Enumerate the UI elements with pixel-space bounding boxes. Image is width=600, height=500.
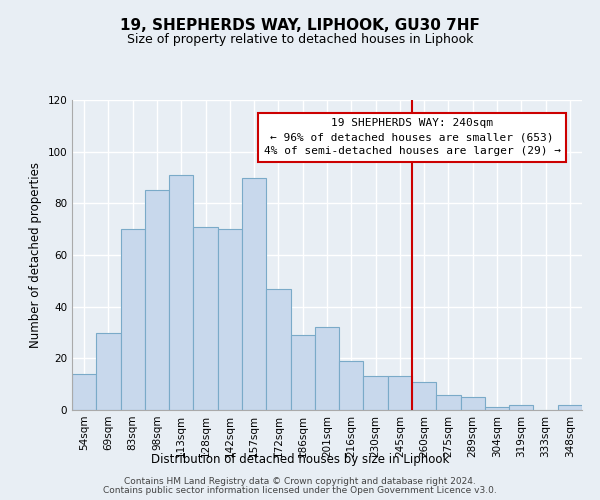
Bar bbox=[145, 190, 169, 410]
Bar bbox=[315, 328, 339, 410]
Bar bbox=[72, 374, 96, 410]
Bar bbox=[509, 405, 533, 410]
Text: 19 SHEPHERDS WAY: 240sqm
← 96% of detached houses are smaller (653)
4% of semi-d: 19 SHEPHERDS WAY: 240sqm ← 96% of detach… bbox=[263, 118, 560, 156]
Y-axis label: Number of detached properties: Number of detached properties bbox=[29, 162, 42, 348]
Text: Contains public sector information licensed under the Open Government Licence v3: Contains public sector information licen… bbox=[103, 486, 497, 495]
Bar bbox=[558, 405, 582, 410]
Text: Distribution of detached houses by size in Liphook: Distribution of detached houses by size … bbox=[151, 452, 449, 466]
Bar bbox=[121, 229, 145, 410]
Bar bbox=[242, 178, 266, 410]
Bar bbox=[339, 361, 364, 410]
Bar bbox=[169, 175, 193, 410]
Bar bbox=[193, 226, 218, 410]
Bar bbox=[485, 408, 509, 410]
Bar bbox=[96, 332, 121, 410]
Bar bbox=[364, 376, 388, 410]
Bar bbox=[388, 376, 412, 410]
Bar bbox=[218, 229, 242, 410]
Text: Size of property relative to detached houses in Liphook: Size of property relative to detached ho… bbox=[127, 32, 473, 46]
Text: 19, SHEPHERDS WAY, LIPHOOK, GU30 7HF: 19, SHEPHERDS WAY, LIPHOOK, GU30 7HF bbox=[120, 18, 480, 32]
Bar bbox=[266, 288, 290, 410]
Bar bbox=[412, 382, 436, 410]
Text: Contains HM Land Registry data © Crown copyright and database right 2024.: Contains HM Land Registry data © Crown c… bbox=[124, 477, 476, 486]
Bar bbox=[436, 394, 461, 410]
Bar bbox=[290, 335, 315, 410]
Bar bbox=[461, 397, 485, 410]
